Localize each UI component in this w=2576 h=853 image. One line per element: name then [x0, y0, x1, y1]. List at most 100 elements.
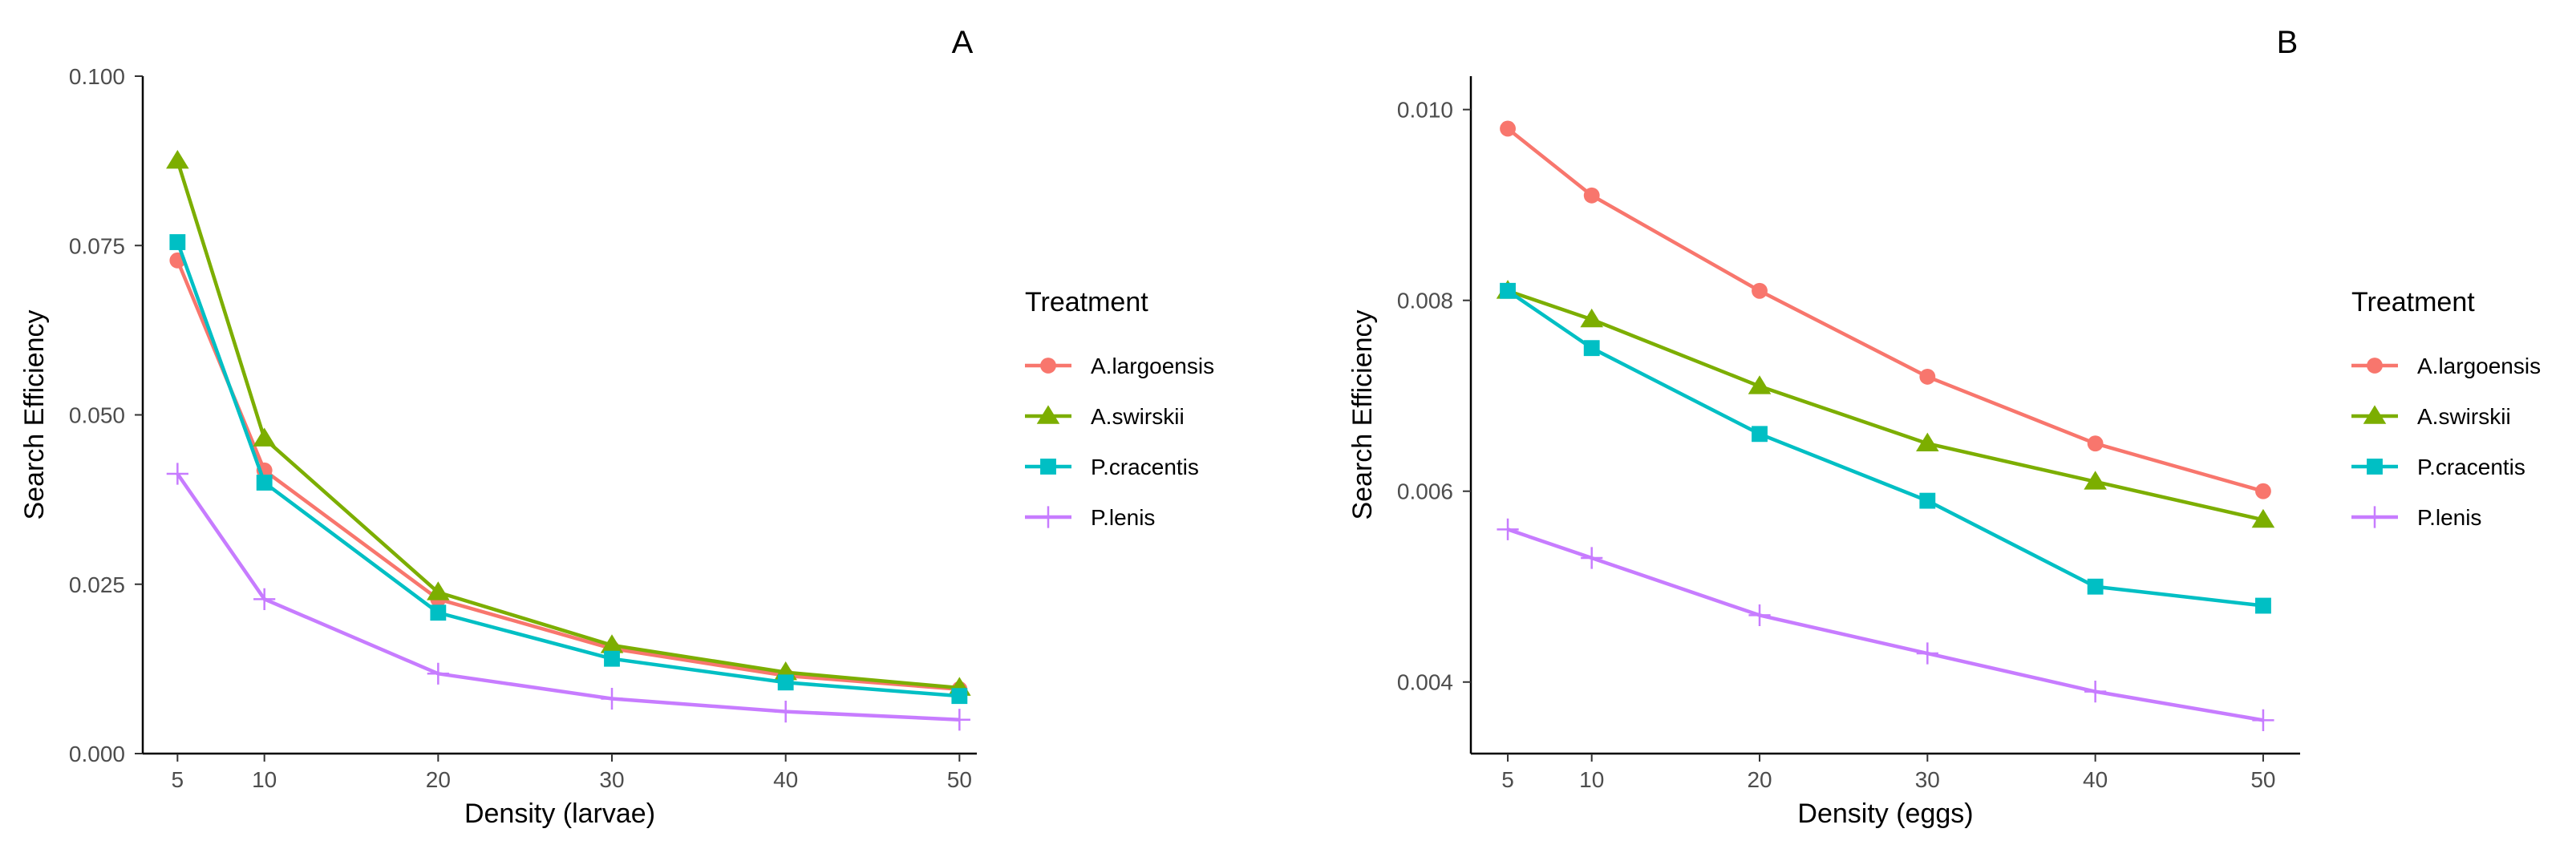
data-point — [430, 604, 447, 621]
series-a-largoensis — [1500, 120, 2271, 499]
data-point — [2255, 483, 2271, 499]
data-point — [1919, 492, 1936, 509]
data-point — [600, 634, 624, 653]
x-tick-label: 5 — [172, 767, 184, 792]
chart-panel-b: B 0.004 0.006 0.008 0.010 5 10 20 30 40 50 Density … — [1347, 25, 2541, 829]
data-point — [1583, 187, 1600, 204]
series-a-swirskii — [1496, 280, 2275, 528]
y-tick-label: 0.004 — [1397, 670, 1453, 695]
legend: Treatment A.largoensis A.swirskii P.cracent… — [1025, 287, 1214, 530]
x-tick-label: 40 — [773, 767, 798, 792]
legend-label: A.swirskii — [1091, 404, 1185, 429]
series-line — [1507, 528, 2264, 722]
series-line — [176, 472, 960, 722]
data-point — [2252, 709, 2274, 731]
y-tick-label: 0.050 — [69, 403, 125, 428]
legend-label: P.lenis — [2417, 505, 2481, 530]
data-point — [1748, 375, 1772, 394]
legend-key-marker — [1037, 506, 1059, 528]
data-point — [1916, 642, 1938, 665]
panel-letter: A — [952, 25, 974, 60]
data-point — [253, 588, 276, 610]
x-tick-label: 30 — [1915, 767, 1940, 792]
y-tick-label: 0.008 — [1397, 289, 1453, 313]
data-point — [1916, 432, 1939, 451]
y-axis-title: Search Efficiency — [19, 309, 50, 519]
legend-key-marker — [1036, 405, 1060, 424]
y-tick-label: 0.010 — [1397, 98, 1453, 123]
data-point — [169, 234, 186, 250]
data-point — [253, 427, 276, 447]
panel-letter: B — [2277, 25, 2299, 60]
series-line — [176, 241, 960, 698]
x-tick-label: 10 — [252, 767, 277, 792]
x-axis-title: Density (larvae) — [464, 798, 655, 829]
data-point — [1748, 604, 1771, 627]
y-tick-label: 0.075 — [69, 233, 125, 258]
legend-label: P.lenis — [1091, 505, 1155, 530]
data-point — [1752, 282, 1768, 299]
legend-title: Treatment — [2351, 287, 2475, 317]
y-tick-label: 0.006 — [1397, 479, 1453, 504]
data-point — [256, 475, 273, 491]
series-line — [1506, 289, 2264, 608]
y-axis-title: Search Efficiency — [1347, 309, 1378, 519]
legend-item-a-largoensis: A.largoensis — [1025, 354, 1214, 378]
data-point — [1580, 308, 1603, 328]
y-tick-label: 0.025 — [69, 572, 125, 597]
data-point — [1583, 340, 1600, 357]
x-axis-title: Density (eggs) — [1797, 798, 1973, 829]
data-point — [1581, 547, 1603, 569]
data-point — [948, 709, 970, 731]
data-point — [1919, 368, 1936, 385]
legend-key-marker — [2363, 405, 2387, 424]
series-line — [1507, 289, 2264, 522]
legend-label: A.largoensis — [2417, 354, 2541, 378]
x-tick-label: 40 — [2083, 767, 2108, 792]
series-line — [176, 160, 960, 690]
data-point — [1500, 282, 1516, 299]
y-tick-label: 0.000 — [69, 742, 125, 766]
data-point — [1500, 120, 1516, 137]
legend-item-a-swirskii: A.swirskii — [2351, 404, 2511, 429]
series-p-cracentis — [169, 234, 968, 705]
x-tick-label: 50 — [2250, 767, 2275, 792]
data-point — [2084, 681, 2107, 703]
series-line — [176, 259, 960, 691]
data-point — [2087, 578, 2104, 595]
x-tick-label: 10 — [1579, 767, 1604, 792]
legend-key-marker — [2367, 358, 2383, 374]
x-tick-label: 50 — [947, 767, 972, 792]
legend-item-p-cracentis: P.cracentis — [2351, 455, 2525, 479]
y-tick-label: 0.100 — [69, 64, 125, 89]
legend-label: A.largoensis — [1091, 354, 1214, 378]
legend-key-marker — [1040, 459, 1056, 475]
data-point — [166, 150, 189, 169]
legend-item-a-largoensis: A.largoensis — [2351, 354, 2541, 378]
legend-item-p-cracentis: P.cracentis — [1025, 455, 1199, 479]
data-point — [427, 662, 449, 685]
series-line — [1506, 127, 2264, 493]
data-point — [775, 701, 797, 723]
data-point — [2084, 471, 2107, 490]
legend-item-p-lenis: P.lenis — [1025, 505, 1155, 530]
data-point — [604, 650, 620, 667]
x-tick-label: 20 — [426, 767, 451, 792]
legend-key-marker — [2363, 506, 2386, 528]
legend-item-a-swirskii: A.swirskii — [1025, 404, 1185, 429]
data-point — [427, 581, 450, 600]
data-point — [166, 463, 188, 485]
x-tick-label: 20 — [1747, 767, 1772, 792]
data-point — [777, 674, 794, 691]
legend-title: Treatment — [1025, 287, 1148, 317]
chart-panel-a: A 0.000 0.025 0.050 0.075 0.100 5 10 20 30 40 50 Den… — [19, 25, 1214, 829]
legend: Treatment A.largoensis A.swirskii P.cracent… — [2351, 287, 2541, 530]
data-point — [601, 687, 623, 710]
legend-label: P.cracentis — [1091, 455, 1199, 479]
legend-key-marker — [2367, 459, 2383, 475]
data-point — [2087, 435, 2104, 452]
x-tick-label: 30 — [599, 767, 624, 792]
data-point — [1752, 426, 1768, 443]
